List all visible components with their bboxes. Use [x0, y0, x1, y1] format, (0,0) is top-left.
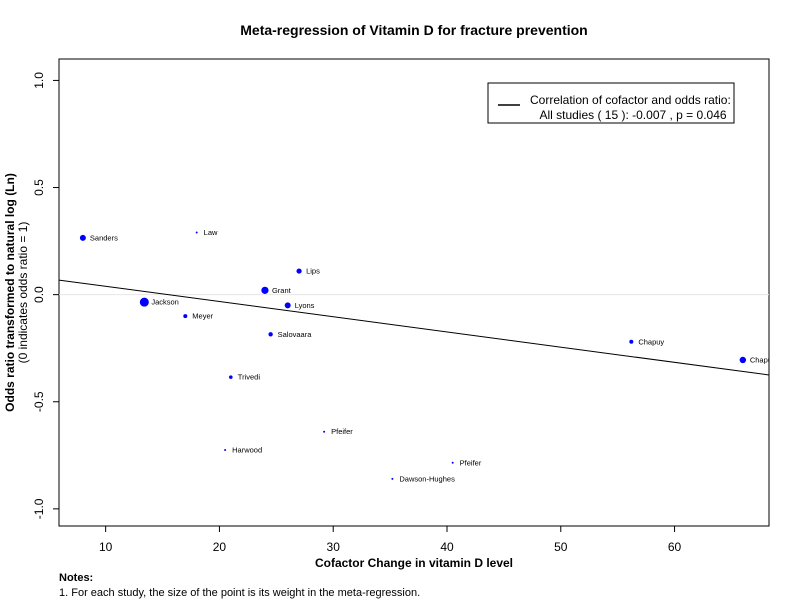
- x-tick-label: 40: [440, 540, 454, 554]
- y-axis-title: Odds ratio transformed to natural log (L…: [3, 173, 17, 412]
- legend-line-2: All studies ( 15 ): -0.007 , p = 0.046: [539, 108, 726, 122]
- x-tick-label: 50: [554, 540, 568, 554]
- y-axis: 1.0 0.5 0.0 -0.5 -1.0: [32, 72, 59, 519]
- data-point: [391, 477, 394, 480]
- x-axis-title: Cofactor Change in vitamin D level: [315, 556, 513, 570]
- data-point: [224, 448, 227, 451]
- data-point: [268, 332, 273, 337]
- x-tick-label: 20: [213, 540, 227, 554]
- meta-regression-chart: Meta-regression of Vitamin D for fractur…: [3, 22, 776, 570]
- y-tick-label: -0.5: [32, 391, 46, 412]
- y-tick-label: -1.0: [32, 498, 46, 519]
- notes-heading: Notes:: [59, 572, 94, 584]
- regression-line: [58, 279, 770, 376]
- data-point-label: Sanders: [90, 233, 118, 242]
- notes-line-1: 1. For each study, the size of the point…: [59, 587, 421, 599]
- data-point: [739, 356, 747, 364]
- y-tick-label: 0.5: [32, 179, 46, 196]
- data-point: [261, 286, 269, 294]
- data-point-label: Law: [204, 228, 218, 237]
- x-tick-label: 10: [99, 540, 113, 554]
- legend-line-1: Correlation of cofactor and odds ratio:: [530, 93, 731, 107]
- data-point-label: Trivedi: [238, 373, 261, 382]
- data-point: [323, 430, 326, 433]
- legend: Correlation of cofactor and odds ratio: …: [487, 82, 735, 124]
- data-point-label: Grant: [272, 286, 292, 295]
- data-point: [79, 234, 86, 241]
- data-point: [284, 302, 291, 309]
- data-point-label: Pfeifer: [460, 458, 482, 467]
- data-point-label: Harwood: [232, 445, 262, 454]
- data-point-label: Jackson: [151, 298, 179, 307]
- y-tick-label: 0.0: [32, 286, 46, 303]
- y-axis-subtitle: (0 indicates odds ratio = 1): [16, 222, 30, 364]
- data-point-label: Lyons: [295, 301, 315, 310]
- data-point: [183, 314, 188, 319]
- data-point-label: Meyer: [192, 312, 213, 321]
- data-point: [229, 375, 233, 379]
- y-tick-label: 1.0: [32, 72, 46, 89]
- legend-box: [487, 82, 735, 124]
- data-point: [296, 268, 302, 274]
- chart-title: Meta-regression of Vitamin D for fractur…: [240, 22, 587, 38]
- x-axis: 10 20 30 40 50 60: [99, 526, 682, 554]
- data-point-label: Dawson-Hughes: [399, 474, 455, 483]
- plot-frame: [58, 58, 770, 527]
- data-points: Sanders Law Lips Grant Jackson Lyons Meyer Salo…: [79, 228, 776, 483]
- x-tick-label: 60: [668, 540, 682, 554]
- data-point: [139, 297, 149, 307]
- data-point-label: Pfeifer: [331, 427, 353, 436]
- data-point-label: Chapuy: [638, 337, 664, 346]
- data-point-label: Chapuy: [750, 355, 776, 364]
- data-point: [451, 461, 454, 464]
- data-point-label: Lips: [306, 267, 320, 276]
- data-point: [195, 231, 198, 234]
- data-point-label: Salovaara: [278, 330, 313, 339]
- notes: Notes: 1. For each study, the size of th…: [59, 571, 420, 601]
- data-point: [629, 339, 634, 344]
- x-tick-label: 30: [327, 540, 341, 554]
